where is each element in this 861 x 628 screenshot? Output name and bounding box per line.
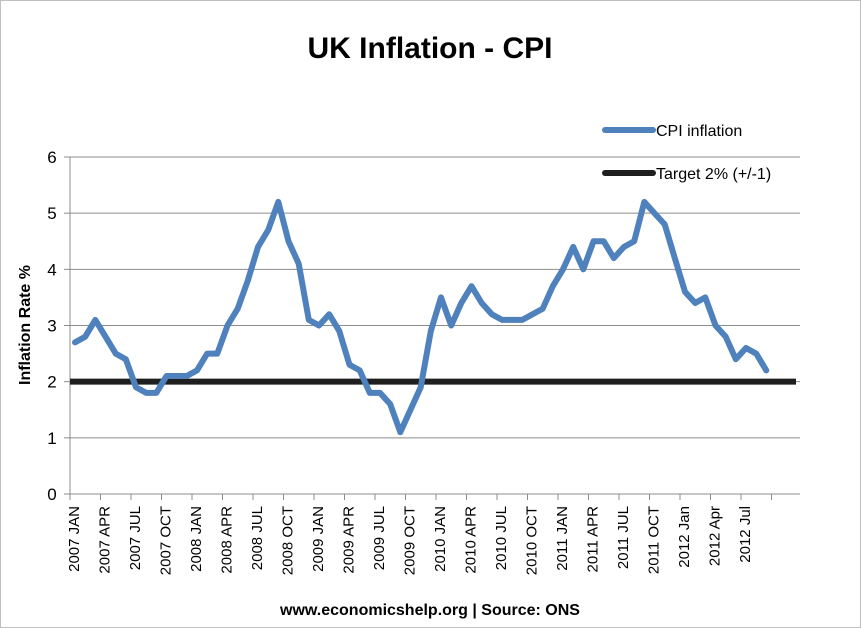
x-tick-label: 2009 APR	[341, 506, 358, 574]
y-tick-label: 3	[47, 317, 56, 336]
x-tick-label: 2007 JAN	[66, 506, 83, 572]
x-tick-label: 2010 JUL	[493, 506, 510, 570]
series-cpi-line	[72, 198, 770, 436]
y-tick-label: 5	[47, 204, 56, 223]
x-tick-label: 2012 Apr	[707, 506, 724, 566]
x-tick-label: 2009 JUL	[371, 506, 388, 570]
y-tick-label: 6	[47, 148, 56, 167]
x-tick-label: 2008 JAN	[188, 506, 205, 572]
x-tick-label: 2008 OCT	[280, 506, 297, 575]
y-tick-label: 1	[47, 429, 56, 448]
x-tick-label: 2011 OCT	[646, 506, 663, 574]
chart-title: UK Inflation - CPI	[308, 32, 553, 65]
series-layer	[70, 198, 796, 436]
x-tick-label: 2012 Jan	[676, 506, 693, 568]
legend-label-target: Target 2% (+/-1)	[656, 166, 771, 183]
x-tick-label: 2011 APR	[585, 506, 602, 573]
x-tick-label: 2012 Jul	[737, 506, 754, 563]
x-tick-label: 2010 APR	[463, 506, 480, 574]
x-axis-ticks: 2007 JAN 2007 APR 2007 JUL 2007 OCT 2008 JAN…	[66, 494, 772, 575]
x-tick-label: 2011 JAN	[554, 506, 571, 571]
x-tick-label: 2010 OCT	[524, 506, 541, 575]
y-axis-label: Inflation Rate %	[17, 265, 34, 385]
legend: CPI inflation Target 2% (+/-1)	[602, 123, 771, 183]
y-tick-label: 2	[47, 373, 56, 392]
y-tick-label: 4	[47, 260, 56, 279]
x-tick-label: 2010 JAN	[432, 506, 449, 572]
source-footer: www.economicshelp.org | Source: ONS	[279, 602, 580, 619]
x-tick-label: 2011 JUL	[615, 506, 632, 569]
x-tick-label: 2008 APR	[219, 506, 236, 574]
x-tick-label: 2008 JUL	[249, 506, 266, 570]
x-tick-label: 2007 JUL	[127, 506, 144, 570]
legend-label-cpi: CPI inflation	[656, 123, 742, 140]
y-axis-ticks: 0 1 2 3 4 5 6	[47, 148, 70, 504]
x-tick-label: 2007 APR	[97, 506, 114, 574]
x-tick-label: 2009 OCT	[402, 506, 419, 575]
x-tick-label: 2007 OCT	[158, 506, 175, 575]
y-tick-label: 0	[47, 485, 56, 504]
x-tick-label: 2009 JAN	[310, 506, 327, 572]
